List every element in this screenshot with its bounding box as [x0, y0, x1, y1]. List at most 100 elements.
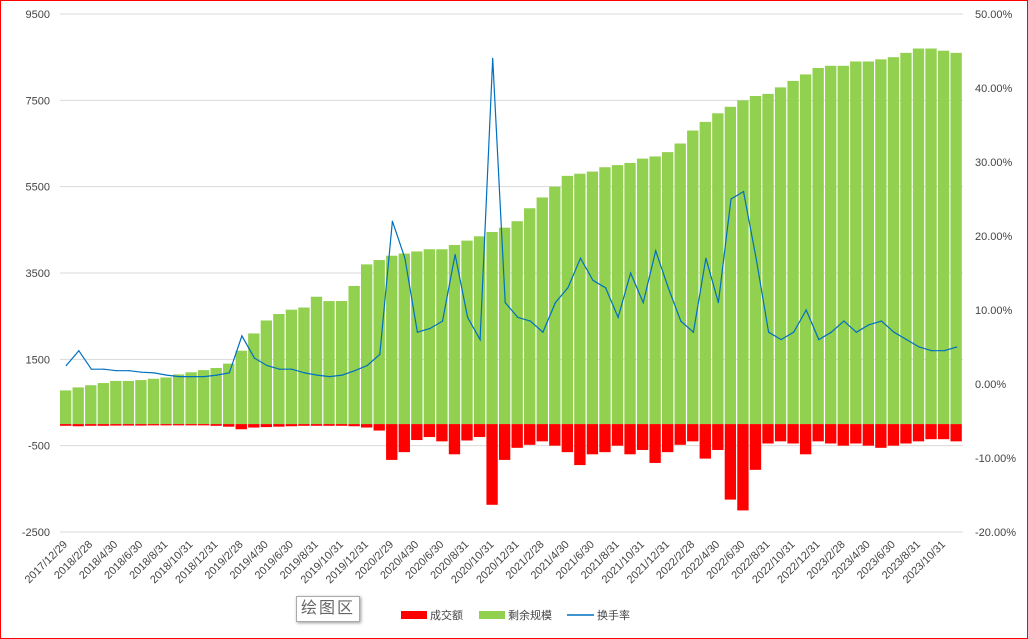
volume-bar — [486, 424, 498, 505]
right-tick-label: -10.00% — [975, 453, 1016, 465]
turnover-point — [416, 331, 419, 333]
volume-bar — [662, 424, 674, 453]
scale-bar — [323, 301, 335, 425]
turnover-point — [90, 368, 92, 370]
turnover-point — [742, 191, 745, 193]
scale-bar — [122, 380, 135, 425]
turnover-point — [103, 368, 105, 370]
remaining-scale-bars — [60, 48, 962, 425]
volume-bar — [172, 424, 185, 426]
volume-bar — [611, 424, 624, 446]
turnover-point — [191, 376, 193, 378]
legend-label-volume: 成交额 — [430, 608, 463, 622]
turnover-point — [379, 353, 381, 355]
scale-bar — [749, 96, 762, 425]
left-tick-label: 5500 — [26, 182, 50, 194]
turnover-point — [203, 376, 205, 378]
volume-bar — [624, 424, 636, 455]
turnover-line — [65, 57, 958, 378]
turnover-point — [504, 302, 506, 304]
turnover-point — [617, 316, 619, 318]
scale-bar — [699, 121, 711, 425]
legend-swatch-volume — [401, 611, 427, 619]
turnover-point — [855, 331, 857, 333]
volume-bar — [850, 424, 862, 444]
scale-bar — [611, 165, 624, 425]
volume-bar — [323, 424, 335, 426]
scale-bar — [448, 244, 461, 425]
right-tick-label: 0.00% — [975, 379, 1006, 391]
scale-bar — [486, 231, 498, 425]
volume-bar — [310, 424, 323, 426]
turnover-point — [818, 339, 820, 341]
volume-bar — [900, 424, 912, 444]
volume-bar — [875, 424, 887, 448]
scale-bar — [624, 162, 636, 425]
volume-bar — [737, 424, 749, 511]
volume-bar — [636, 424, 649, 450]
volume-bar — [373, 424, 385, 431]
volume-bar — [799, 424, 812, 455]
left-axis-labels: 9500 7500 5500 3500 1500 -500 -2500 — [22, 9, 50, 539]
scale-bar — [386, 255, 398, 425]
volume-bar — [687, 424, 699, 442]
scale-bar — [887, 57, 900, 425]
turnover-point — [642, 302, 644, 304]
scale-bar — [436, 249, 448, 425]
turnover-point — [278, 368, 281, 370]
volume-bar — [423, 424, 436, 438]
volume-bar — [862, 424, 875, 446]
volume-bar — [210, 424, 222, 426]
volume-bars — [60, 424, 962, 511]
turnover-point — [893, 331, 895, 333]
scale-bar — [210, 367, 222, 425]
volume-bar — [248, 424, 260, 428]
scale-bar — [862, 61, 875, 425]
legend-label-turnover: 换手率 — [597, 608, 630, 622]
scale-bar — [561, 175, 574, 425]
scale-bar — [787, 80, 799, 425]
volume-bar — [285, 424, 298, 427]
scale-bar — [536, 197, 548, 425]
turnover-point — [354, 370, 356, 372]
scale-bar — [461, 240, 473, 425]
turnover-point — [805, 309, 807, 311]
scale-bar — [285, 309, 298, 425]
turnover-point — [705, 257, 707, 259]
legend: 成交额 剩余规模 换手率 — [401, 608, 630, 622]
scale-bar — [160, 377, 172, 425]
volume-bar — [85, 424, 97, 426]
scale-bar — [235, 350, 247, 425]
scale-bar — [912, 48, 925, 425]
volume-bar — [712, 424, 724, 450]
left-tick-label: 1500 — [26, 354, 50, 366]
scale-bar — [586, 171, 599, 425]
scale-bar — [511, 221, 523, 425]
turnover-point — [793, 331, 795, 333]
turnover-point — [166, 374, 168, 376]
legend-label-scale: 剩余规模 — [508, 608, 552, 622]
volume-bar — [674, 424, 686, 445]
volume-bar — [436, 424, 448, 442]
turnover-point — [680, 320, 682, 322]
x-axis-labels: 2017/12/292018/2/282018/4/302018/6/30201… — [23, 539, 948, 586]
turnover-point — [830, 331, 832, 333]
turnover-point — [655, 250, 657, 252]
scale-bar — [900, 52, 912, 425]
turnover-point — [153, 372, 155, 374]
scale-bar — [197, 370, 210, 425]
volume-bar — [837, 424, 849, 446]
scale-bar — [97, 383, 109, 425]
right-axis-labels: 50.00% 40.00% 30.00% 20.00% 10.00% 0.00% -10.0… — [975, 9, 1016, 539]
scale-bar — [674, 143, 686, 425]
volume-bar — [260, 424, 273, 428]
volume-bar — [561, 424, 574, 453]
scale-bar — [60, 390, 72, 425]
turnover-point — [228, 372, 230, 374]
volume-bar — [135, 424, 147, 426]
scale-bar — [498, 227, 511, 425]
turnover-point — [429, 327, 431, 330]
turnover-point — [692, 331, 694, 333]
volume-bar — [498, 424, 511, 460]
scale-bar — [72, 387, 84, 425]
